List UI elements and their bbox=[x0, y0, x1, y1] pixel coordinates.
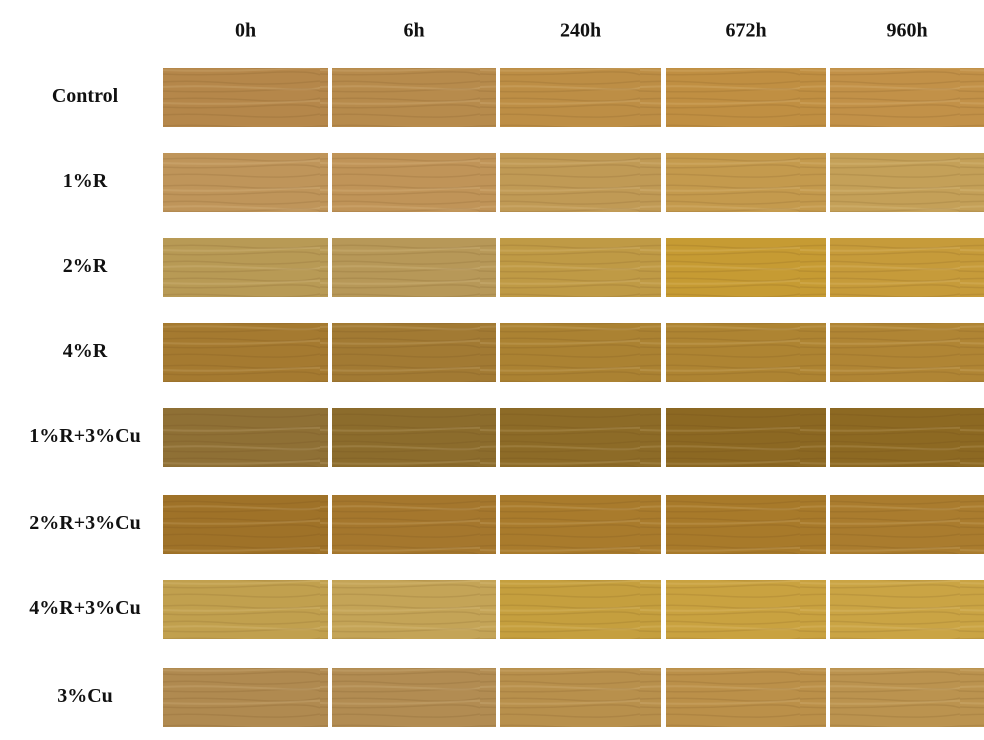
wood-grain bbox=[332, 323, 496, 382]
wood-grain bbox=[666, 580, 826, 639]
wood-grain bbox=[332, 408, 496, 467]
wood-grain bbox=[666, 323, 826, 382]
row-label: Control bbox=[52, 85, 119, 107]
wood-grain bbox=[830, 153, 984, 212]
wood-grain bbox=[830, 495, 984, 554]
row-label: 4%R+3%Cu bbox=[29, 597, 140, 619]
wood-grain bbox=[163, 153, 328, 212]
wood-grain bbox=[830, 580, 984, 639]
wood-grain bbox=[500, 323, 661, 382]
wood-grain bbox=[163, 668, 328, 727]
sample-grid: 0h 6h 240h 672h 960h Control 1%R 2%R 4%R 1%R+3%C… bbox=[0, 0, 984, 740]
column-header: 0h bbox=[235, 20, 256, 42]
row-label: 1%R+3%Cu bbox=[29, 425, 140, 447]
wood-grain bbox=[666, 408, 826, 467]
wood-grain bbox=[830, 323, 984, 382]
wood-grain bbox=[163, 580, 328, 639]
column-headers: 0h 6h 240h 672h 960h bbox=[235, 20, 928, 42]
row-label: 2%R+3%Cu bbox=[29, 512, 140, 534]
wood-grain bbox=[332, 580, 496, 639]
wood-grain bbox=[163, 495, 328, 554]
column-header: 672h bbox=[725, 20, 766, 42]
column-header: 960h bbox=[886, 20, 927, 42]
row-label: 1%R bbox=[63, 170, 108, 192]
wood-grain bbox=[500, 153, 661, 212]
wood-grain bbox=[500, 580, 661, 639]
wood-grain bbox=[332, 238, 496, 297]
wood-grain bbox=[666, 153, 826, 212]
wood-grain bbox=[500, 668, 661, 727]
wood-grain bbox=[500, 408, 661, 467]
wood-grain bbox=[830, 408, 984, 467]
wood-grain bbox=[500, 495, 661, 554]
swatches bbox=[163, 68, 984, 727]
wood-grain bbox=[163, 68, 328, 127]
wood-grain bbox=[500, 238, 661, 297]
column-header: 240h bbox=[560, 20, 601, 42]
wood-grain bbox=[830, 238, 984, 297]
wood-grain bbox=[332, 153, 496, 212]
wood-grain bbox=[666, 668, 826, 727]
wood-grain bbox=[500, 68, 661, 127]
row-label: 3%Cu bbox=[57, 685, 113, 707]
row-label: 2%R bbox=[63, 255, 108, 277]
wood-grain bbox=[666, 238, 826, 297]
wood-grain bbox=[163, 323, 328, 382]
wood-grain bbox=[163, 238, 328, 297]
wood-grain bbox=[830, 68, 984, 127]
row-label: 4%R bbox=[63, 340, 108, 362]
rows: Control 1%R 2%R 4%R 1%R+3%Cu 2%R+3%Cu 4%R+3%Cu… bbox=[29, 85, 140, 707]
wood-grain bbox=[163, 408, 328, 467]
wood-grain bbox=[332, 495, 496, 554]
wood-grain bbox=[830, 668, 984, 727]
wood-grain bbox=[332, 68, 496, 127]
column-header: 6h bbox=[403, 20, 424, 42]
wood-grain bbox=[666, 68, 826, 127]
wood-grain bbox=[332, 668, 496, 727]
wood-grain bbox=[666, 495, 826, 554]
